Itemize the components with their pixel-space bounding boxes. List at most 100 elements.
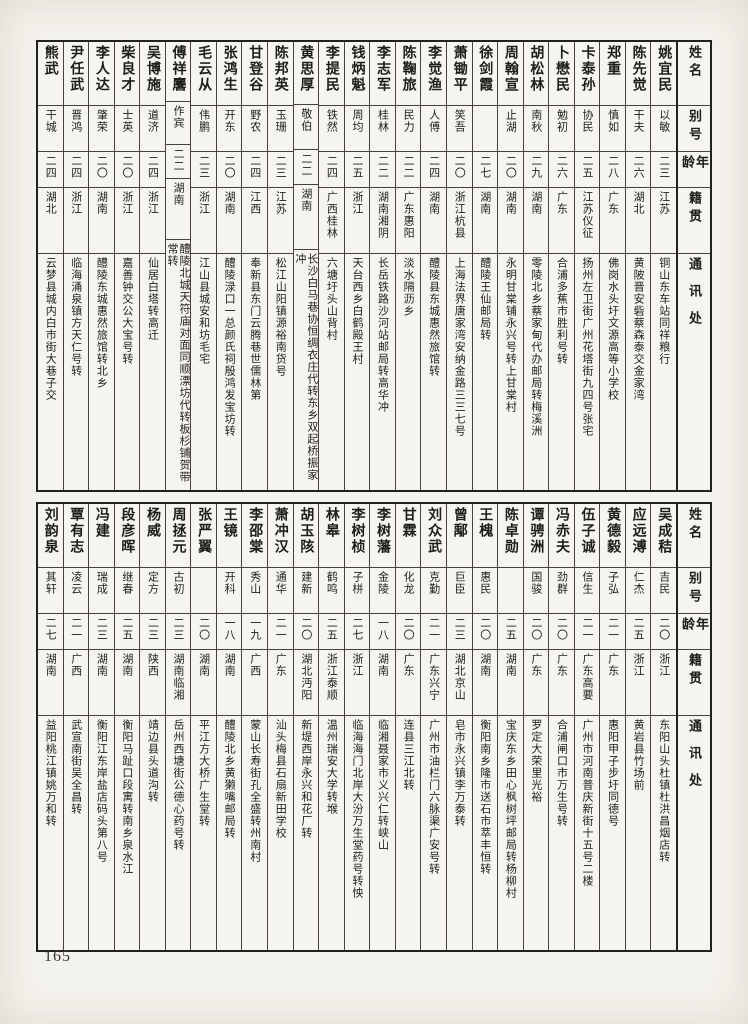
person-age: 二〇 [478,617,491,641]
alias-cell: 秀山 [242,568,267,614]
name-cell: 胡松林 [523,42,549,106]
header-address: 通讯处 [678,716,710,950]
native-cell: 湖南 [216,188,242,254]
person-column: 陈卓勋 二五 湖南 宝庆东乡田心枫树坪邮局转杨柳村 [497,504,523,950]
person-age: 二一 [427,617,440,641]
person-native: 浙江泰顺 [325,653,338,701]
native-cell: 江西 [242,188,267,254]
person-name: 姚宜民 [656,45,672,93]
person-column: 陈先觉 干夫 二六 湖北 黄陂晋安砦蔡森泰交金家湾 [624,42,651,490]
age-cell: 二三 [446,614,472,650]
alias-cell [191,568,216,614]
header-native: 籍贯 [678,650,710,716]
person-native: 广东 [606,191,619,215]
person-name: 徐剑霞 [477,45,493,93]
person-name: 傅祥麐 [170,45,186,93]
native-cell: 广东 [600,650,625,716]
person-address: 醴陵东城惠然旅馆转北乡 [95,257,108,389]
age-cell: 二〇 [446,152,472,188]
person-column: 卜懋民 勉初 二六 广东 合浦多蕉市胜利号转 [548,42,574,490]
person-age: 二七 [44,617,57,641]
person-name: 周翰宣 [502,45,518,93]
address-cell: 温州瑞安大学转堠 [319,716,344,950]
person-address: 衡阳南乡隆市送石市萃丰恒转 [478,719,491,875]
person-alias: 继春 [120,571,133,595]
age-cell: 二三 [268,152,293,188]
person-age: 二六 [555,155,568,179]
name-cell: 周拯元 [165,504,191,568]
header-address-label: 通讯处 [687,257,702,338]
person-column: 张严翼 二〇 湖南 平江方大桥广生堂转 [190,504,216,950]
alias-cell: 伟鹏 [191,106,216,152]
person-address: 嘉善钟交公大宝号转 [120,257,133,365]
address-cell: 临海海门北岸大汾万生堂药号转怏 [345,716,370,950]
person-age: 二五 [632,617,645,641]
person-age: 二一 [274,617,287,641]
person-native: 广东兴宁 [427,653,440,701]
alias-cell: 协民 [574,106,600,152]
native-cell: 浙江 [651,650,676,716]
person-native: 广东 [402,653,415,677]
person-alias: 野农 [248,109,261,133]
age-cell: 二一 [574,614,600,650]
person-name: 钱炳魁 [349,45,365,93]
address-cell: 铜山东车站同祥粮行 [651,254,676,490]
person-name: 应远溥 [630,507,646,555]
person-address: 醴陵北乡黄獭嘴邮局转 [223,719,236,839]
person-column: 刘韵泉 其轩 二七 湖南 益阳桃江镇姚万和转 [37,504,63,950]
name-cell: 吴成秸 [651,504,676,568]
person-age: 二二 [172,147,185,172]
person-alias: 止湖 [504,109,517,133]
person-name: 冯赤夫 [553,507,569,555]
person-address: 益阳桃江镇姚万和转 [44,719,57,827]
person-name: 陈鞠旅 [400,45,416,93]
header-alias-label: 别号 [687,571,702,607]
name-cell: 萧冲汉 [268,504,293,568]
person-alias: 建新 [299,571,312,595]
person-age: 二三 [95,617,108,641]
person-alias: 开科 [223,571,236,595]
header-native-label: 籍贯 [687,191,702,227]
person-alias: 笑吾 [453,109,466,133]
alias-cell: 开科 [216,568,242,614]
person-address: 长岳铁路沙河站邮局转高华冲 [376,257,389,413]
person-column: 冯赤夫 劲群 二〇 广东 合浦闸口市万生号转 [548,504,574,950]
native-cell: 广东 [523,650,549,716]
address-cell: 皂市永兴镇李万泰转 [447,716,472,950]
person-native: 江苏仪征 [581,191,594,239]
person-column: 萧锄平 笑吾 二〇 浙江杭县 上海法界唐家湾安纳金路三三七号 [445,42,472,490]
person-native: 广东 [529,653,542,677]
age-cell: 二七 [37,614,63,650]
person-alias: 士英 [120,109,133,133]
header-alias-label: 别号 [687,109,702,145]
person-age: 二四 [248,155,261,179]
person-alias: 肇荣 [95,109,108,133]
alias-cell: 吉民 [651,568,676,614]
person-alias: 干夫 [632,109,645,133]
person-name: 伍子诚 [579,507,595,555]
person-name: 李人达 [93,45,109,93]
header-name: 姓名 [678,504,710,568]
page-number: 165 [44,948,71,965]
person-alias: 铁然 [325,109,338,133]
person-age: 二二 [376,155,389,179]
alias-cell: 敬伯 [293,105,319,150]
address-cell: 上海法界唐家湾安纳金路三三七号 [447,254,472,490]
person-name: 吴成秸 [656,507,672,555]
native-cell: 广东 [549,188,574,254]
person-native: 广西 [69,653,82,677]
address-cell: 临湘聂家市义兴仁转峡山 [370,716,395,950]
person-native: 湖南 [197,653,210,677]
person-column: 胡松林 南秋 二九 湖南 零陵北乡蔡家甸代办邮局转梅溪洲 [522,42,549,490]
native-cell: 浙江 [114,188,140,254]
header-alias: 别号 [678,568,710,614]
name-cell: 谭骋洲 [523,504,549,568]
person-address: 平江方大桥广生堂转 [197,719,210,827]
native-cell: 湖南 [472,650,498,716]
name-cell: 覃有志 [63,504,89,568]
person-column: 谭骋洲 国骏 二〇 广东 罗定大荣里光裕 [522,504,549,950]
alias-cell: 仁杰 [625,568,651,614]
person-native: 湖南 [504,653,517,677]
person-column: 陈邦英 玉珊 二三 江苏 松江山阳镇源裕南货号 [267,42,293,490]
